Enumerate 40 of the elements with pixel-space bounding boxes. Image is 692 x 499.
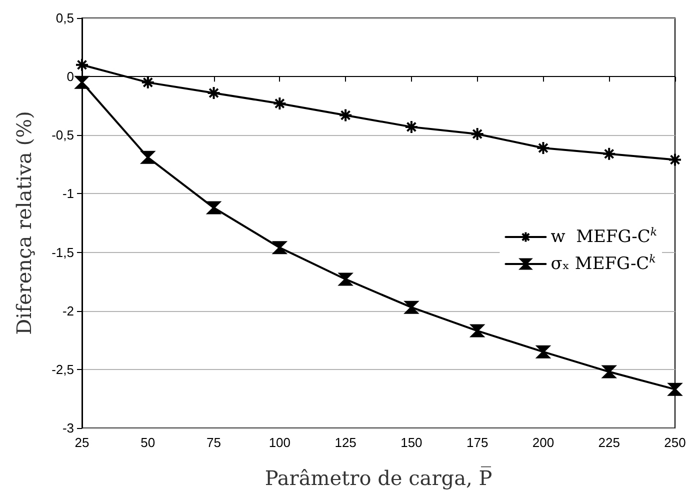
y-tick-label: -1,5 xyxy=(52,244,74,260)
point xyxy=(470,126,484,141)
x-tick-label: 250 xyxy=(664,435,686,450)
point xyxy=(668,382,682,396)
point xyxy=(602,146,616,161)
x-tick-label: 200 xyxy=(532,435,554,450)
point xyxy=(206,86,221,100)
x-tick-label: 50 xyxy=(140,435,156,450)
y-axis-title: Diferença relativa (%) xyxy=(12,111,36,335)
point xyxy=(339,272,352,286)
y-tick-label: -3 xyxy=(62,420,74,436)
y-tick-label: -2 xyxy=(62,303,74,318)
y-tick-label: -1 xyxy=(62,186,74,202)
point xyxy=(404,120,418,134)
x-tick-label: 125 xyxy=(334,435,356,450)
x-tick-label: 150 xyxy=(400,435,422,450)
point xyxy=(536,345,550,358)
point xyxy=(470,324,484,338)
point xyxy=(404,300,418,314)
point xyxy=(273,241,286,254)
x-tick-label: 100 xyxy=(268,435,291,450)
y-tick-label: -2,5 xyxy=(52,362,74,377)
point xyxy=(668,152,682,167)
point xyxy=(76,76,88,89)
x-tick-label: 225 xyxy=(598,435,620,450)
x-axis-title: Parâmetro de carga, P̅ xyxy=(264,465,492,490)
y-tick-label: 0,5 xyxy=(56,10,74,26)
y-tick-label: 0 xyxy=(66,69,74,84)
point xyxy=(141,150,154,164)
point xyxy=(602,365,616,378)
point xyxy=(272,96,287,111)
y-tick-label: -0,5 xyxy=(52,128,74,143)
x-tick-label: 175 xyxy=(466,435,488,450)
x-tick-label: 75 xyxy=(206,435,222,450)
x-tick-label: 25 xyxy=(74,435,90,450)
point xyxy=(75,58,89,72)
point xyxy=(207,201,220,214)
point xyxy=(536,141,550,156)
point xyxy=(140,75,155,90)
point xyxy=(338,108,353,122)
